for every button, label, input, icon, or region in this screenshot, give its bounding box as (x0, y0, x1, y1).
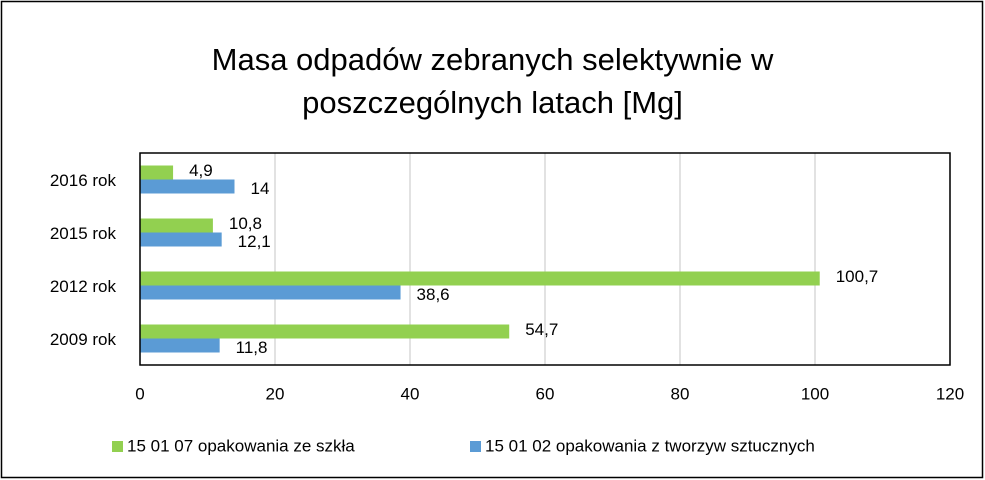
data-label: 10,8 (229, 214, 262, 233)
data-label: 4,9 (189, 161, 213, 180)
data-label: 100,7 (836, 267, 879, 286)
legend-label: 15 01 02 opakowania z tworzyw sztucznych (485, 436, 815, 455)
x-tick-label: 0 (135, 384, 144, 403)
data-label: 11,8 (236, 338, 268, 357)
bar (140, 179, 235, 194)
bar (140, 338, 220, 353)
legend-swatch (470, 441, 481, 452)
data-label: 38,6 (417, 285, 450, 304)
x-tick-label: 60 (536, 384, 555, 403)
bar (140, 324, 510, 339)
bar (140, 218, 213, 233)
bar (140, 165, 174, 180)
x-tick-label: 40 (401, 384, 420, 403)
x-tick-label: 20 (266, 384, 285, 403)
x-tick-label: 80 (671, 384, 690, 403)
bar (140, 271, 820, 286)
y-tick-label: 2009 rok (50, 330, 117, 349)
data-label: 54,7 (525, 320, 558, 339)
y-tick-label: 2012 rok (50, 277, 117, 296)
x-tick-label: 100 (801, 384, 829, 403)
legend-label: 15 01 07 opakowania ze szkła (127, 436, 355, 455)
data-label: 14 (251, 179, 270, 198)
legend-swatch (112, 441, 123, 452)
data-label: 12,1 (238, 232, 271, 251)
x-tick-label: 120 (936, 384, 964, 403)
y-tick-label: 2015 rok (50, 224, 117, 243)
bar (140, 232, 222, 247)
bar (140, 285, 401, 300)
y-tick-label: 2016 rok (50, 171, 117, 190)
chart-title: Masa odpadów zebranych selektywnie w pos… (211, 42, 774, 120)
plot-border (139, 152, 951, 366)
